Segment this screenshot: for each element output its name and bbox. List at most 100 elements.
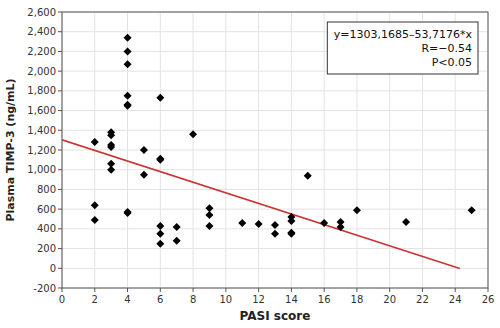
tick-label-x: 10 [219,294,232,305]
scatter-point [337,218,345,226]
annotation: y=1303,1685–53,7176*xR=−0.54P<0.05 [327,22,478,74]
tick-label-x: 0 [59,294,65,305]
scatter-point [238,219,246,227]
scatter-point [124,92,132,100]
grid-line-y [62,110,488,111]
scatter-point [173,223,181,231]
tick-x [127,288,128,292]
scatter-point [156,94,164,102]
tick-y [58,209,62,210]
scatter-point [304,172,312,180]
grid-line-y [62,169,488,170]
scatter-point [287,213,295,221]
scatter-point [205,204,213,212]
annotation-text: y=1303,1685–53,7176*x [334,28,473,41]
tick-label-x: 24 [449,294,462,305]
scatter-point [205,222,213,230]
plot-background [62,12,488,288]
tick-label-y: 400 [37,223,56,234]
chart: 02468101214161820222426-2000200400600800… [0,0,500,328]
tick-label-y: 600 [37,204,56,215]
scatter-point [140,171,148,179]
tick-label-x: 20 [383,294,396,305]
tick-label-y: 1,000 [27,164,56,175]
grid-line-y [62,248,488,249]
tick-x [324,288,325,292]
scatter-point [91,201,99,209]
grid-line-y [62,268,488,269]
tick-x [62,288,63,292]
scatter-point [156,156,164,164]
x-axis-label: PASI score [240,309,311,323]
tick-x [225,288,226,292]
tick-label-x: 16 [318,294,331,305]
tick-label-x: 26 [482,294,495,305]
scatter-point [91,138,99,146]
scatter-point [156,230,164,238]
tick-y [58,268,62,269]
tick-x [291,288,292,292]
tick-label-y: 2,400 [27,26,56,37]
scatter-point [189,130,197,138]
tick-label-y: 2,600 [27,7,56,18]
tick-x [488,288,489,292]
scatter-point [107,141,115,149]
tick-label-x: 2 [92,294,98,305]
scatter-point [156,240,164,248]
tick-y [58,150,62,151]
tick-label-y: 1,600 [27,105,56,116]
tick-y [58,228,62,229]
tick-label-y: 800 [37,184,56,195]
y-axis-label: Plasma TIMP-3 (ng/mL) [4,78,17,221]
scatter-point [124,47,132,55]
regression-line [62,140,460,269]
tick-x [389,288,390,292]
tick-x [258,288,259,292]
scatter-point [107,166,115,174]
grid-line-y [62,90,488,91]
scatter-point [271,230,279,238]
tick-x [160,288,161,292]
tick-y [58,189,62,190]
scatter-point [124,102,132,110]
tick-label-x: 22 [416,294,429,305]
tick-y [58,130,62,131]
scatter-point [205,211,213,219]
tick-y [58,90,62,91]
tick-label-y: -200 [33,283,56,294]
tick-label-y: 2,000 [27,66,56,77]
scatter-point [255,220,263,228]
tick-label-y: 1,200 [27,145,56,156]
tick-y [58,169,62,170]
tick-y [58,288,62,289]
tick-y [58,12,62,13]
scatter-point [140,146,148,154]
tick-y [58,51,62,52]
tick-x [94,288,95,292]
scatter-point [156,155,164,163]
scatter-point [156,222,164,230]
scatter-point [320,219,328,227]
annotation-text: P<0.05 [432,56,472,69]
tick-label-y: 1,800 [27,85,56,96]
scatter-point [271,221,279,229]
tick-label-y: 2,200 [27,46,56,57]
scatter-point [107,128,115,136]
scatter-point [468,206,476,214]
tick-label-y: 200 [37,243,56,254]
tick-label-x: 12 [252,294,265,305]
scatter-point [173,237,181,245]
tick-y [58,248,62,249]
grid-line-y [62,189,488,190]
annotation-text: R=−0.54 [421,42,472,55]
tick-x [193,288,194,292]
tick-y [58,110,62,111]
tick-label-x: 6 [157,294,163,305]
scatter-point [124,208,132,216]
tick-label-x: 8 [190,294,196,305]
tick-x [455,288,456,292]
scatter-point [402,218,410,226]
tick-y [58,71,62,72]
grid-line-y [62,130,488,131]
tick-x [422,288,423,292]
